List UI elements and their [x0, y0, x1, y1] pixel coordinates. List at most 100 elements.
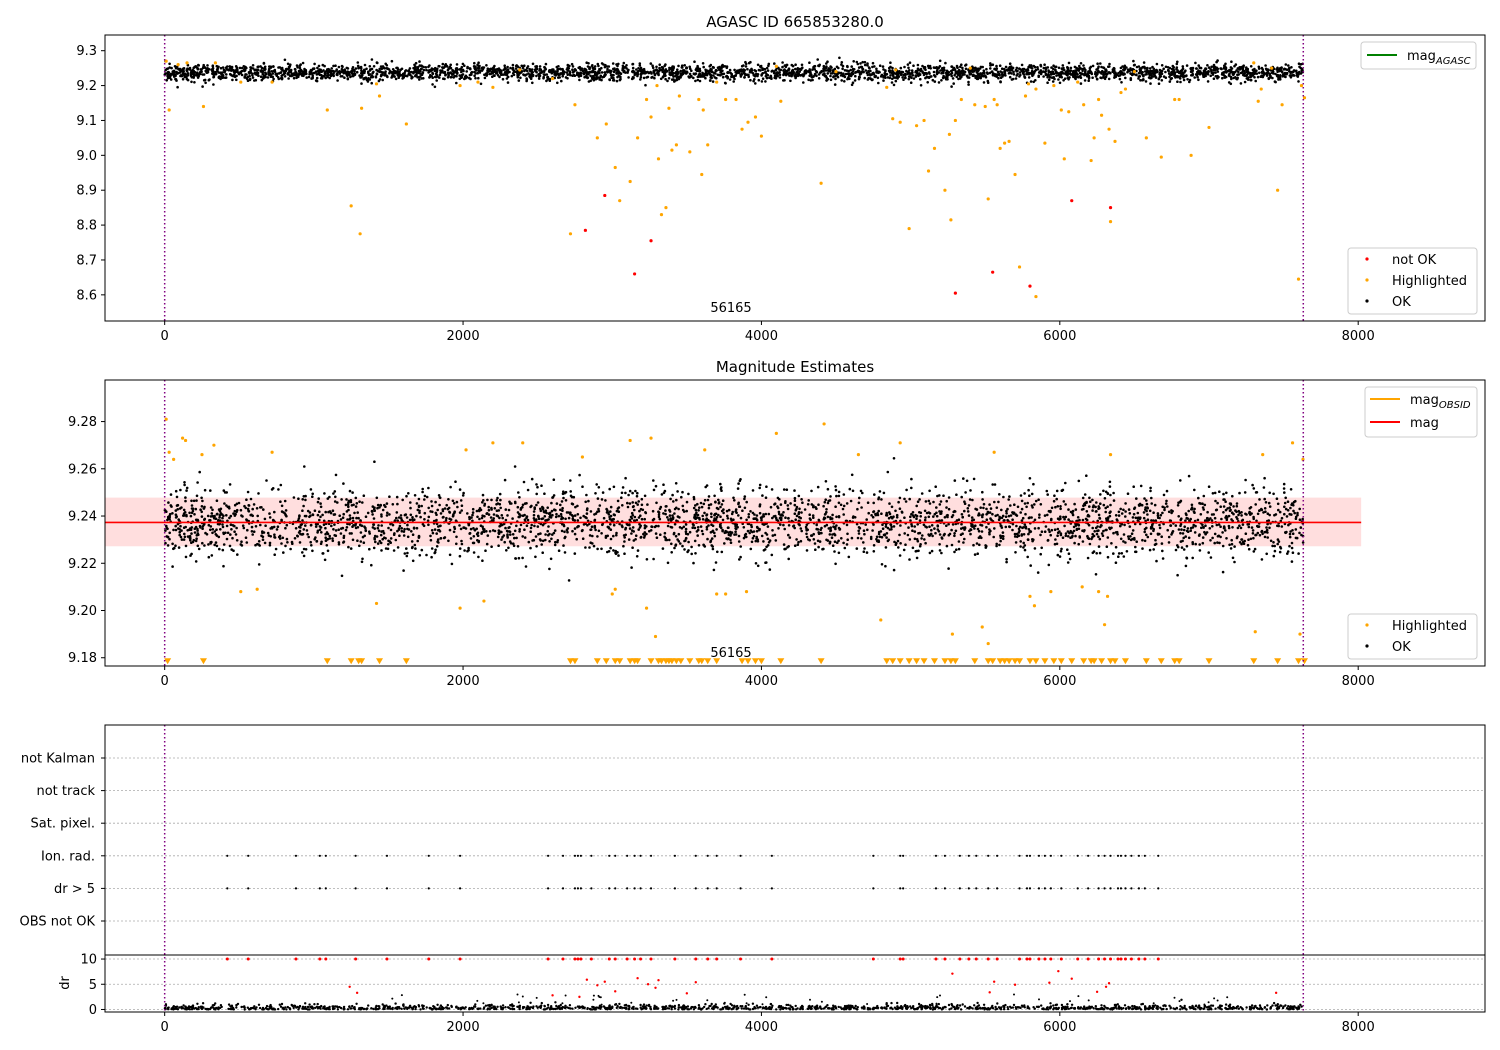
ok-point: [980, 530, 984, 533]
ok-point: [730, 75, 733, 79]
ok-point: [242, 526, 246, 530]
ok-point: [519, 71, 523, 74]
ok-point: [1190, 503, 1194, 507]
ok-point: [481, 559, 484, 562]
ok-point: [781, 514, 784, 517]
ok-point: [374, 540, 377, 544]
highlighted-point: [1052, 83, 1056, 88]
ok-point: [567, 67, 571, 70]
ok-point: [693, 526, 697, 530]
ok-point: [1293, 511, 1296, 515]
ok-point: [277, 66, 280, 69]
ok-point: [220, 72, 223, 76]
ok-point: [719, 482, 722, 486]
ok-point: [461, 68, 465, 72]
ok-point: [1151, 65, 1154, 69]
ok-point: [1254, 503, 1257, 506]
ok-point: [222, 532, 226, 536]
ok-point: [413, 543, 417, 547]
ok-point: [811, 68, 814, 71]
ok-point: [669, 497, 672, 501]
ok-point: [1077, 527, 1081, 531]
ok-point: [271, 75, 275, 79]
ok-point: [1290, 66, 1293, 69]
ok-point: [506, 75, 510, 79]
ok-point: [584, 68, 588, 71]
ok-point: [259, 75, 263, 78]
ok-point: [940, 519, 944, 522]
ok-point: [693, 60, 696, 63]
ok-point: [1197, 64, 1200, 67]
ok-point: [209, 525, 213, 528]
ok-point: [690, 69, 693, 72]
ok-point: [222, 564, 225, 568]
ok-point: [791, 69, 794, 73]
ok-point: [945, 544, 949, 548]
ok-point: [343, 76, 346, 79]
ok-point: [418, 60, 421, 63]
ok-point: [1155, 68, 1158, 72]
ok-point: [969, 532, 972, 536]
ok-point: [283, 75, 287, 78]
ok-point: [1087, 76, 1091, 80]
ok-point: [860, 506, 863, 509]
legend-highlighted: Highlighted: [1392, 274, 1467, 289]
ok-point: [323, 74, 326, 78]
ok-point: [437, 494, 441, 497]
ok-point: [268, 543, 272, 547]
ok-point: [642, 76, 646, 80]
ok-point: [1119, 70, 1123, 73]
ok-point: [1222, 71, 1225, 74]
ok-point: [1122, 508, 1125, 512]
ok-point: [921, 71, 924, 74]
ok-point: [773, 533, 777, 537]
ok-point: [339, 518, 343, 521]
ok-point: [1150, 73, 1153, 77]
ok-point: [569, 490, 572, 493]
ok-point: [1000, 526, 1004, 529]
ok-point: [1286, 500, 1290, 504]
ok-point: [259, 523, 262, 527]
ok-point: [1193, 488, 1196, 492]
ok-point: [978, 72, 982, 76]
ok-point: [829, 65, 832, 68]
ok-point: [995, 75, 998, 78]
ok-point: [297, 497, 300, 501]
ok-point: [313, 62, 316, 66]
ok-point: [1300, 533, 1303, 537]
ok-point: [1023, 523, 1027, 526]
ok-point: [936, 494, 939, 498]
ok-point: [164, 541, 167, 545]
ok-point: [295, 73, 299, 77]
highlighted-point: [176, 63, 180, 67]
ok-point: [1032, 482, 1035, 486]
highlighted-point: [636, 136, 640, 140]
ok-point: [600, 71, 604, 74]
highlighted-point: [270, 80, 274, 84]
ok-point: [252, 503, 256, 506]
ok-point: [469, 67, 472, 71]
ok-point: [1107, 65, 1110, 68]
ok-point: [1298, 518, 1302, 521]
ok-point: [201, 499, 204, 503]
ok-point: [280, 77, 284, 81]
ok-point: [1186, 78, 1189, 81]
ok-point: [1204, 524, 1207, 527]
ok-point: [1056, 553, 1060, 557]
ok-point: [799, 516, 802, 520]
ok-point: [913, 525, 916, 528]
ok-point: [666, 524, 670, 528]
ok-point: [197, 64, 200, 67]
ok-point: [1288, 544, 1291, 548]
ok-point: [809, 79, 813, 82]
ok-point: [375, 61, 379, 64]
ok-point: [618, 78, 622, 82]
ok-point: [1222, 492, 1225, 496]
ok-point: [703, 498, 707, 502]
ok-point: [677, 71, 680, 74]
ok-point: [444, 73, 448, 76]
ok-point: [168, 517, 171, 521]
ok-point: [608, 487, 611, 491]
ok-point: [769, 74, 773, 78]
ok-point: [875, 69, 878, 73]
